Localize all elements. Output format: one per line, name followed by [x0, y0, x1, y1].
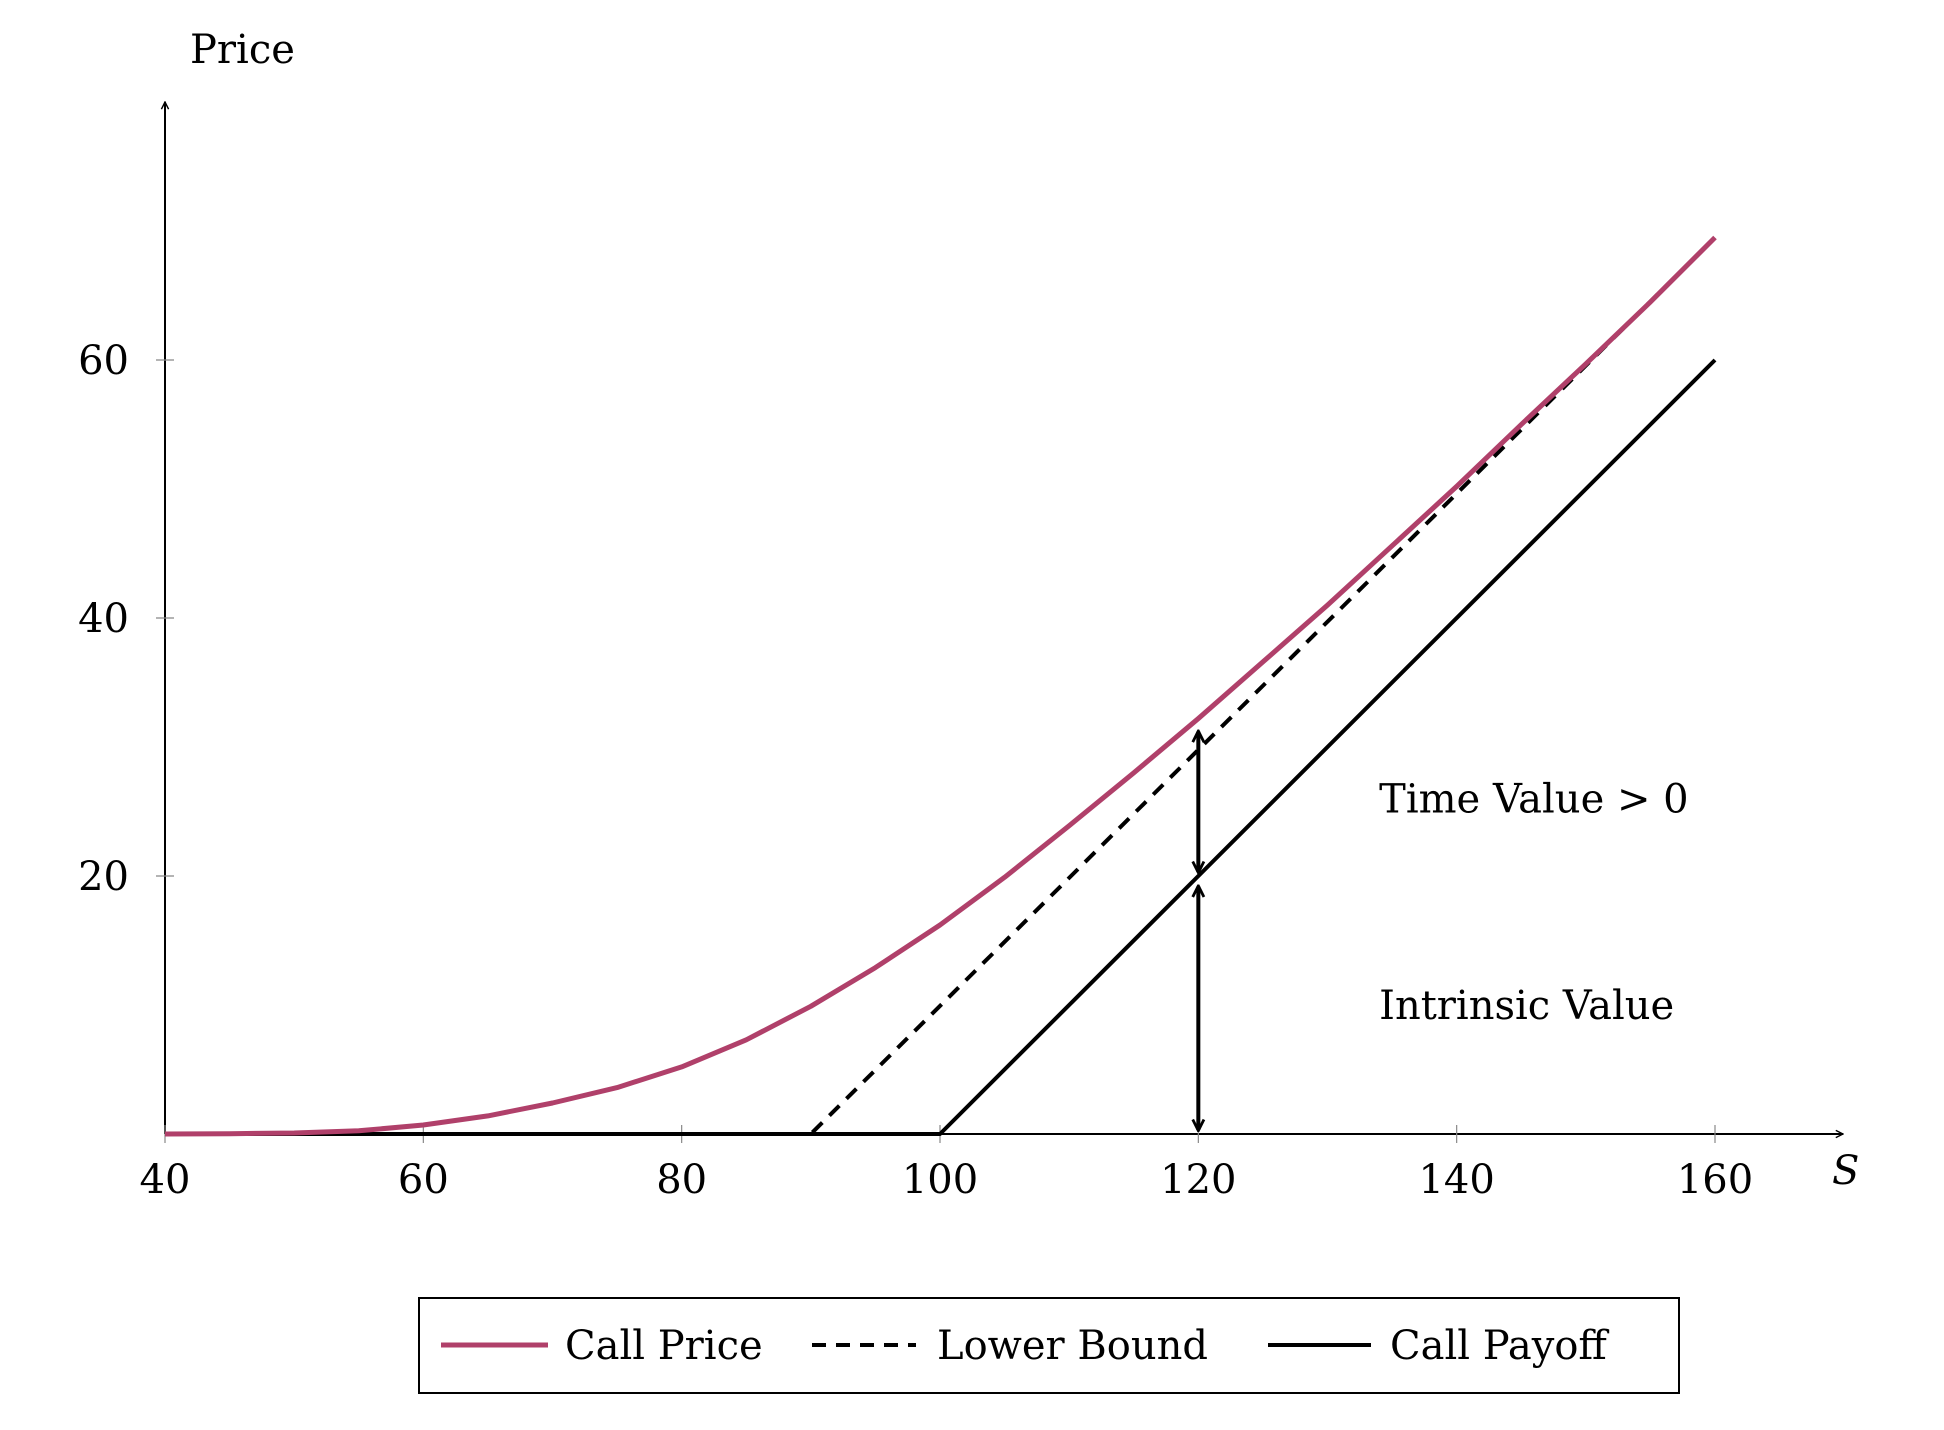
legend: Call Price Lower Bound Call Payoff: [418, 1297, 1680, 1394]
axes: [165, 102, 1843, 1134]
legend-label-call-price: Call Price: [565, 1323, 763, 1369]
legend-box: [418, 1297, 1680, 1394]
x-tick-label: 160: [1677, 1157, 1753, 1203]
y-tick-label: 60: [78, 338, 129, 384]
x-axis-title: S: [1832, 1148, 1859, 1194]
series-layer: [164, 235, 1717, 1137]
series-line-call-price: [164, 235, 1717, 1137]
legend-label-call-payoff: Call Payoff: [1390, 1323, 1609, 1369]
legend-label-lower-bound: Lower Bound: [937, 1323, 1208, 1369]
x-tick-label: 60: [398, 1157, 449, 1203]
time-value-label: Time Value > 0: [1379, 777, 1688, 823]
x-tick-label: 120: [1160, 1157, 1236, 1203]
y-axis-title: Price: [190, 27, 295, 73]
y-tick-label: 20: [78, 854, 129, 900]
annotations: Time Value > 0 Intrinsic Value: [1198, 732, 1689, 1130]
y-tick-label: 40: [78, 596, 129, 642]
x-tick-label: 80: [656, 1157, 707, 1203]
series-line-lower-bound: [165, 236, 1717, 1136]
x-tick-label: 100: [902, 1157, 978, 1203]
x-tick-label: 40: [140, 1157, 191, 1203]
x-tick-label: 140: [1418, 1157, 1494, 1203]
axis-ticks: 40 60 80 100 120 140 160 20 40 60: [78, 338, 1753, 1203]
series-line-call-payoff: [165, 358, 1717, 1136]
intrinsic-value-label: Intrinsic Value: [1379, 983, 1674, 1029]
